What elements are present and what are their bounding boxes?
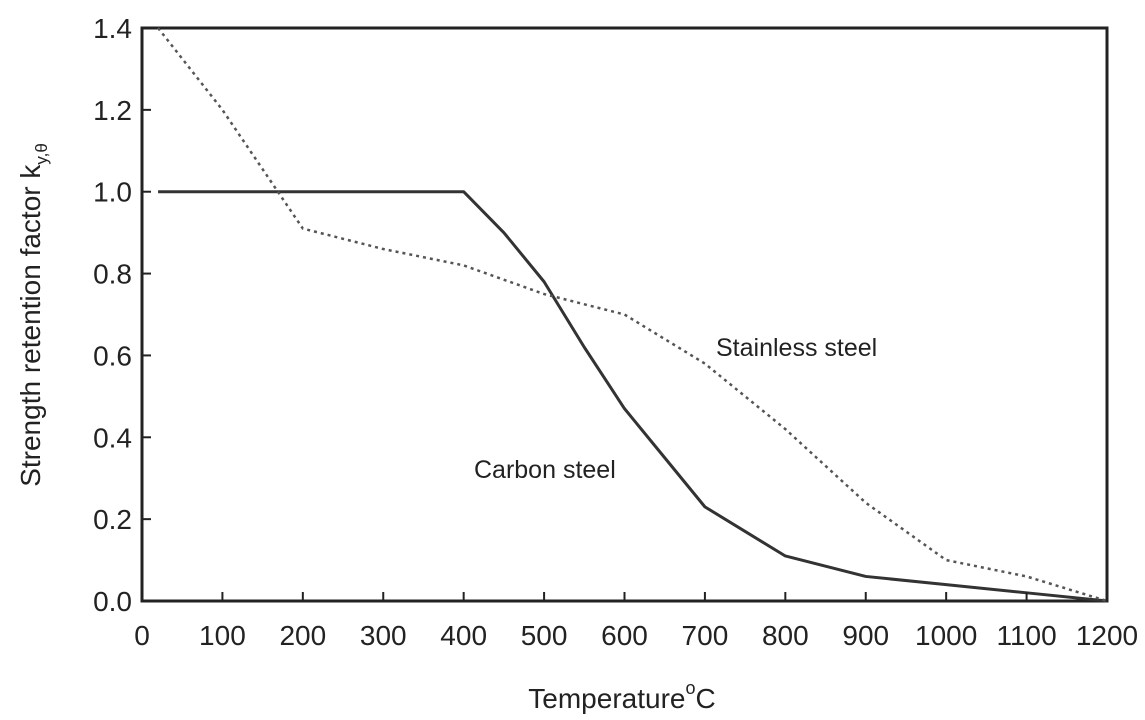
y-axis-title-text: Strength retention factor k [15, 164, 46, 487]
y-tick-label: 0.4 [93, 422, 132, 453]
x-axis-title: TemperatureoC [528, 678, 715, 714]
series-layer [157, 27, 1108, 603]
plot-frame [140, 26, 1109, 603]
x-axis-title-superscript: o [685, 678, 695, 698]
axes-layer: 0.0 0.2 0.4 0.6 0.8 1.0 1.2 1.4 0 100 200 300 400 500… [93, 13, 1138, 651]
x-tick-label: 1200 [1076, 620, 1138, 651]
x-tick-label: 500 [521, 620, 568, 651]
label-layer: Stainless steel Carbon steel [474, 334, 877, 484]
x-tick-label: 600 [601, 620, 648, 651]
y-axis-title-subscript: y,θ [32, 143, 51, 164]
y-axis-title: Strength retention factor ky,θ [15, 143, 51, 487]
x-tick-label: 1100 [996, 620, 1056, 651]
y-tick-label: 1.4 [93, 13, 132, 44]
x-tick-label: 0 [134, 620, 150, 651]
series-line-carbon-steel [158, 190, 1108, 603]
x-axis-title-text: Temperature [528, 683, 685, 714]
x-tick-label: 900 [842, 620, 889, 651]
series-label-carbon-steel: Carbon steel [474, 456, 616, 484]
y-tick-label: 0.0 [93, 586, 132, 617]
y-tick-label: 0.6 [93, 340, 132, 371]
x-tick-label: 100 [199, 620, 246, 651]
series-line-stainless-steel [157, 27, 1108, 603]
y-tick-label: 0.8 [93, 259, 132, 290]
y-tick-label: 1.0 [93, 177, 132, 208]
x-tick-label: 300 [360, 620, 407, 651]
x-tick-label: 800 [762, 620, 809, 651]
plot-area [140, 26, 1109, 603]
x-axis-title-unit: C [695, 683, 715, 714]
x-tick-label: 1000 [915, 620, 977, 651]
y-tick-label: 0.2 [93, 504, 132, 535]
x-tick-label: 700 [682, 620, 729, 651]
x-tick-label: 400 [440, 620, 487, 651]
x-tick-label: 200 [279, 620, 326, 651]
y-tick-label: 1.2 [93, 95, 132, 126]
series-label-stainless-steel: Stainless steel [716, 334, 877, 362]
